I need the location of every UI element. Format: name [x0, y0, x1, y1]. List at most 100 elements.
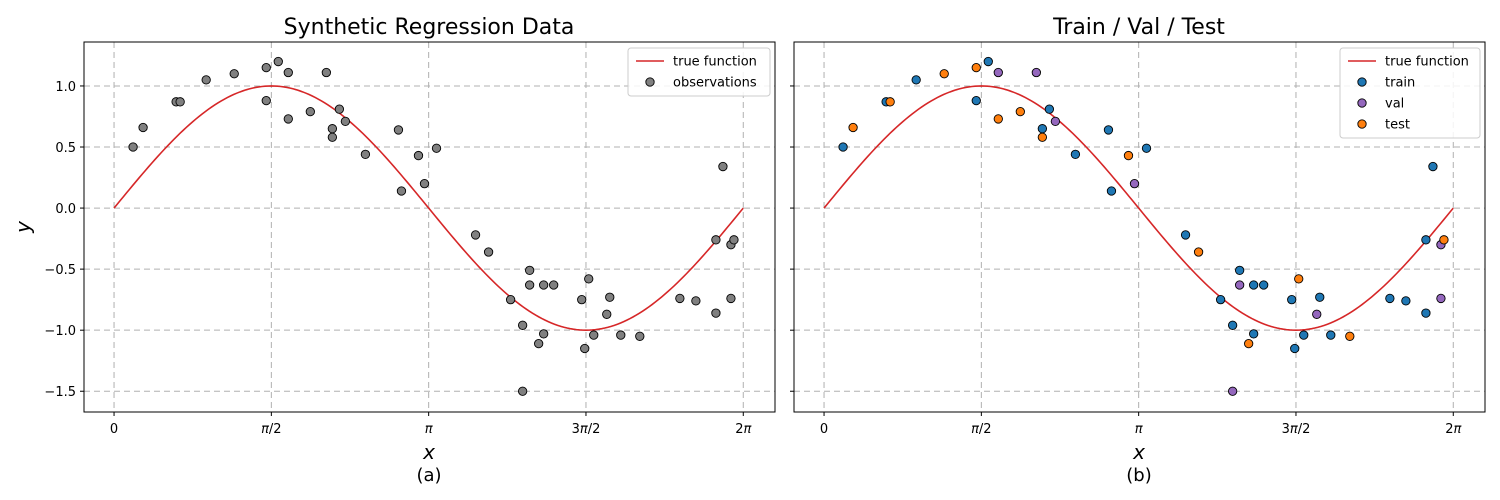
- train-point: [1315, 292, 1325, 302]
- observations-point: [261, 62, 271, 73]
- observations-point: [726, 293, 736, 304]
- panel-b-x-ticks: 0 π/2 π 3π/2 2π: [820, 412, 1462, 437]
- y-tick-label: −1.5: [44, 385, 76, 400]
- observations-point: [229, 69, 239, 79]
- panel-b: Train / Val / Test 0 π/2 π 3π/2 2π x (b) tru…: [790, 15, 1486, 486]
- observations-point: [602, 309, 612, 319]
- val-point: [1436, 293, 1446, 304]
- test-point: [993, 114, 1003, 124]
- x-tick-label: 2π: [1445, 422, 1461, 437]
- observations-point: [393, 125, 404, 135]
- y-tick-label: −0.5: [44, 263, 76, 278]
- x-tick-label: 2π: [735, 422, 751, 437]
- train-point: [971, 95, 981, 106]
- test-point: [1193, 247, 1204, 257]
- observations-point: [539, 280, 549, 290]
- observations-point: [413, 150, 424, 161]
- observations-point: [128, 142, 138, 152]
- observations-point: [283, 67, 293, 78]
- legend-swatch-observations: [645, 77, 655, 87]
- x-tick-label: π/2: [261, 422, 281, 437]
- observations-point: [605, 292, 615, 302]
- train-point: [1234, 265, 1245, 275]
- observations-point: [431, 143, 442, 153]
- observations-point: [524, 280, 535, 290]
- observations-point: [675, 293, 685, 304]
- train-point: [1037, 124, 1048, 134]
- train-point: [1180, 230, 1191, 240]
- observations-point: [470, 230, 481, 240]
- panel-a-x-axis-label: x: [422, 440, 435, 464]
- y-tick-label: 0.0: [55, 202, 76, 217]
- legend-box: [1339, 47, 1481, 139]
- train-point: [983, 56, 993, 67]
- observations-point: [334, 104, 345, 114]
- legend-swatch-val: [1357, 98, 1367, 108]
- y-tick-label: −1.0: [44, 324, 76, 339]
- train-point: [1106, 186, 1117, 196]
- x-tick-label: 0: [820, 422, 828, 437]
- val-point: [1227, 386, 1238, 396]
- x-tick-label: 3π/2: [1282, 422, 1311, 437]
- train-point: [1385, 293, 1395, 304]
- observations-point: [340, 116, 351, 127]
- observations-point: [584, 274, 594, 284]
- train-point: [1299, 330, 1309, 340]
- y-tick-label: 1.0: [55, 80, 76, 95]
- legend-swatch-test: [1357, 119, 1367, 129]
- observations-point: [396, 186, 407, 196]
- train-point: [1421, 235, 1431, 245]
- observations-point: [729, 235, 739, 245]
- train-point: [1103, 125, 1114, 135]
- observations-point: [360, 149, 371, 159]
- val-point: [1234, 280, 1245, 290]
- observations-point: [711, 235, 721, 245]
- legend-box: [627, 47, 771, 97]
- x-tick-label: π/2: [971, 422, 991, 437]
- test-point: [1294, 274, 1304, 284]
- panel-b-legend: true function train val test: [1339, 47, 1481, 139]
- legend-label-true-function: true function: [673, 55, 757, 70]
- panel-b-true-function: [823, 85, 1454, 331]
- panel-a-true-function: [113, 85, 744, 331]
- observations-point: [577, 295, 587, 305]
- panel-b-label: (b): [1126, 465, 1151, 486]
- val-point: [1050, 116, 1061, 127]
- panel-b-x-axis-label: x: [1132, 440, 1145, 464]
- observations-point: [635, 331, 645, 341]
- train-point: [1141, 143, 1152, 153]
- panel-b-points: [838, 56, 1449, 396]
- test-point: [1123, 150, 1134, 161]
- legend-label-true-function: true function: [1385, 55, 1469, 70]
- train-point: [1249, 280, 1259, 290]
- train-point: [1326, 330, 1336, 340]
- legend-label-observations: observations: [673, 76, 757, 91]
- train-point: [838, 142, 848, 152]
- train-point: [911, 75, 921, 85]
- observations-point: [327, 132, 338, 142]
- legend-label-train: train: [1385, 76, 1415, 91]
- panel-a-observations: [128, 56, 739, 396]
- panel-a-y-ticks: −1.5 −1.0 −0.5 0.0 0.5 1.0: [44, 80, 84, 400]
- train-point: [1227, 320, 1238, 330]
- x-tick-label: 0: [110, 422, 118, 437]
- train-point: [1421, 308, 1431, 318]
- observations-point: [419, 179, 430, 189]
- legend-label-val: val: [1385, 97, 1404, 112]
- train-point: [1044, 104, 1055, 114]
- observations-point: [283, 114, 293, 124]
- val-point: [1129, 179, 1140, 189]
- observations-point: [718, 161, 728, 172]
- panel-a-y-axis-label: y: [11, 220, 35, 234]
- observations-point: [483, 247, 494, 257]
- observations-point: [261, 95, 271, 106]
- y-tick-label: 0.5: [55, 141, 76, 156]
- observations-point: [616, 330, 626, 340]
- panel-a-label: (a): [416, 465, 441, 486]
- test-point: [1439, 235, 1449, 245]
- observations-point: [305, 106, 315, 117]
- val-point: [1031, 67, 1042, 78]
- observations-point: [549, 280, 559, 290]
- train-point: [1215, 295, 1226, 305]
- legend-label-test: test: [1385, 118, 1410, 133]
